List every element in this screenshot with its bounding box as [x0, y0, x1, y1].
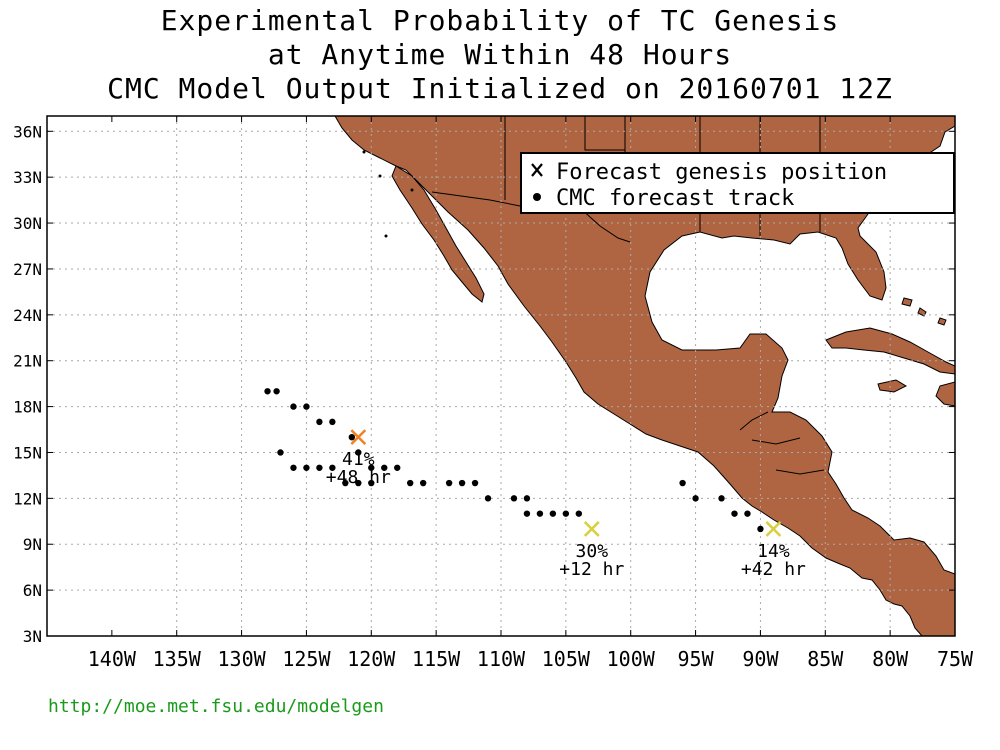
genesis-probability-label: 30%	[576, 541, 609, 562]
genesis-lead-time-label: +48 hr	[326, 467, 391, 488]
track-point	[458, 479, 466, 487]
track-point	[316, 464, 323, 471]
track-point	[348, 433, 356, 441]
land-baja-california	[391, 165, 485, 303]
track-point	[381, 464, 388, 471]
lon-tick-label: 135W	[153, 647, 202, 671]
lon-tick-label: 115W	[412, 647, 461, 671]
lon-tick-label: 80W	[872, 647, 909, 671]
genesis-lead-time-label: +12 hr	[559, 559, 624, 580]
lon-tick-label: 125W	[282, 647, 331, 671]
genesis-marker: 41%+48 hr	[326, 429, 391, 488]
track-point	[264, 388, 271, 395]
x-mark-icon	[531, 163, 543, 177]
track-point	[273, 388, 280, 395]
legend: Forecast genesis position CMC forecast t…	[520, 152, 955, 214]
track-point	[445, 479, 453, 487]
land-layer	[334, 116, 955, 636]
lon-tick-label: 95W	[678, 647, 715, 671]
source-url: http://moe.met.fsu.edu/modelgen	[48, 696, 384, 717]
lon-tick-label: 90W	[742, 647, 779, 671]
track-point	[303, 403, 310, 410]
track-point	[679, 479, 686, 487]
lon-tick-label: 130W	[217, 647, 266, 671]
track-point	[368, 479, 375, 487]
title-line-2: at Anytime Within 48 Hours	[267, 38, 733, 71]
title-line-3: CMC Model Output Initialized on 20160701…	[107, 72, 893, 105]
pacific-islands	[362, 150, 414, 238]
genesis-probability-label: 41%	[342, 449, 375, 470]
track-point	[471, 479, 479, 487]
track-point	[355, 479, 362, 487]
track-point	[523, 510, 531, 517]
genesis-x-stroke	[765, 521, 782, 537]
track-point	[394, 464, 401, 471]
track-point	[329, 464, 336, 471]
lat-tick-label: 6N	[23, 581, 42, 600]
track-point	[419, 479, 427, 487]
track-point	[484, 495, 492, 502]
lat-tick-label: 24N	[13, 306, 42, 325]
land-hispaniola	[935, 381, 955, 407]
track-point	[368, 464, 375, 471]
lon-tick-label: 100W	[607, 647, 656, 671]
track-point	[290, 403, 297, 410]
lon-tick-label: 75W	[937, 647, 974, 671]
legend-box	[520, 152, 955, 214]
lat-tick-label: 3N	[23, 627, 42, 646]
lon-tick-label: 110W	[477, 647, 526, 671]
track-point	[692, 495, 699, 502]
lon-tick-label: 85W	[807, 647, 844, 671]
lat-tick-label: 27N	[13, 260, 42, 279]
genesis-marker: 14%+42 hr	[741, 521, 806, 580]
axis-ticks: 140W 135W 130W 125W 120W 115W 110W 105W 100W 95W 9…	[13, 116, 974, 671]
lat-tick-label: 30N	[13, 214, 42, 233]
track-point	[523, 495, 531, 502]
grid-lines	[47, 116, 955, 636]
land-jamaica	[877, 379, 908, 393]
genesis-marker: 30%+12 hr	[559, 521, 624, 580]
lat-tick-label: 12N	[13, 489, 42, 508]
lat-tick-label: 18N	[13, 398, 42, 417]
track-point	[510, 495, 518, 502]
land-bahamas	[901, 297, 947, 326]
genesis-x-stroke	[350, 429, 367, 446]
lon-tick-label: 120W	[347, 647, 396, 671]
dot-icon	[533, 193, 541, 201]
genesis-probability-label: 14%	[757, 541, 790, 562]
track-point	[316, 418, 323, 426]
title-line-1: Experimental Probability of TC Genesis	[160, 4, 840, 37]
lat-tick-label: 36N	[13, 122, 42, 141]
track-point	[575, 510, 583, 517]
track-point	[290, 464, 297, 471]
track-point	[731, 510, 738, 517]
lon-tick-label: 140W	[88, 647, 137, 671]
lat-tick-label: 33N	[13, 168, 42, 187]
lon-tick-label: 105W	[542, 647, 591, 671]
lat-tick-label: 15N	[13, 443, 42, 462]
land-north-america	[334, 116, 955, 636]
genesis-x-stroke	[583, 521, 600, 537]
track-point	[549, 510, 557, 517]
track-point	[355, 449, 362, 456]
track-point	[744, 510, 751, 517]
track-point	[342, 479, 349, 487]
forecast-tracks	[264, 388, 764, 533]
track-point	[718, 495, 725, 502]
genesis-markers: 41%+48 hr 30%+12 hr 14%+42 hr	[326, 429, 806, 580]
track-point	[329, 418, 336, 426]
legend-track-label: CMC forecast track	[556, 186, 794, 211]
track-point	[303, 464, 310, 471]
track-point	[536, 510, 544, 517]
track-point	[757, 525, 764, 533]
legend-genesis-label: Forecast genesis position	[556, 160, 887, 185]
genesis-lead-time-label: +42 hr	[741, 559, 806, 580]
track-point	[407, 479, 414, 487]
track-point	[562, 510, 570, 517]
track-point	[277, 449, 284, 456]
lat-tick-label: 21N	[13, 352, 42, 371]
lat-tick-label: 9N	[23, 535, 42, 554]
